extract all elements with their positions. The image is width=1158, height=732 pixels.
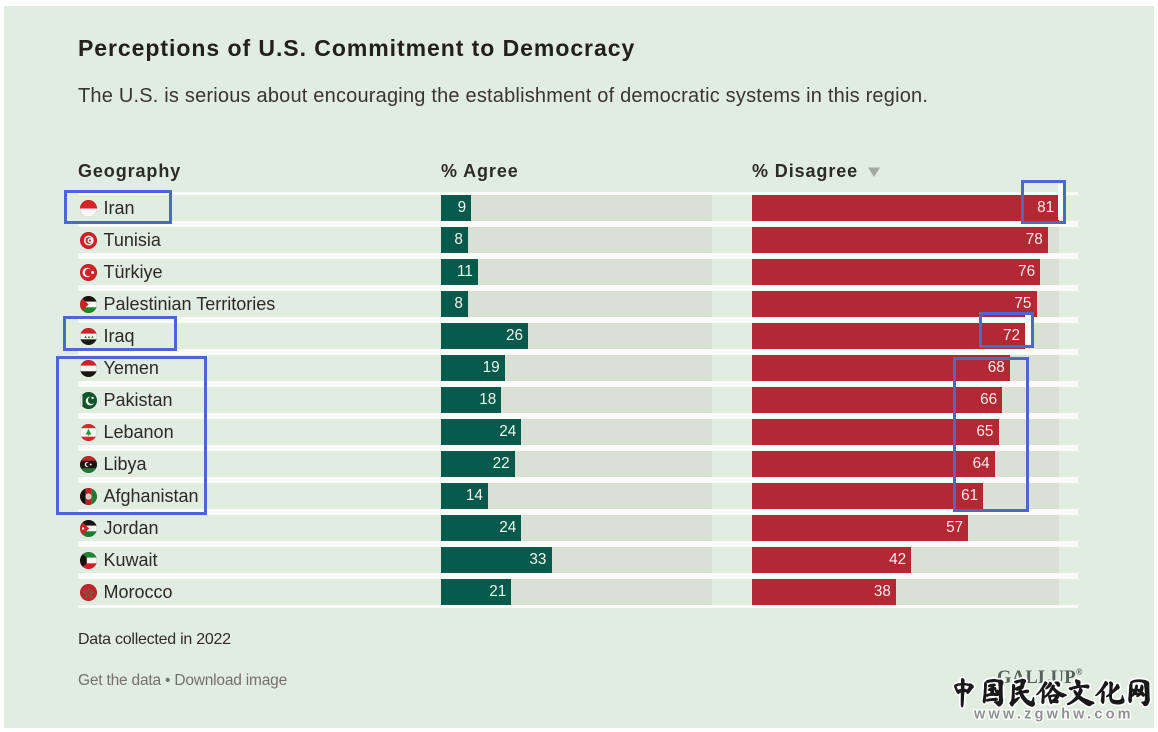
- svg-text:www.zgwhw.com: www.zgwhw.com: [973, 707, 1134, 723]
